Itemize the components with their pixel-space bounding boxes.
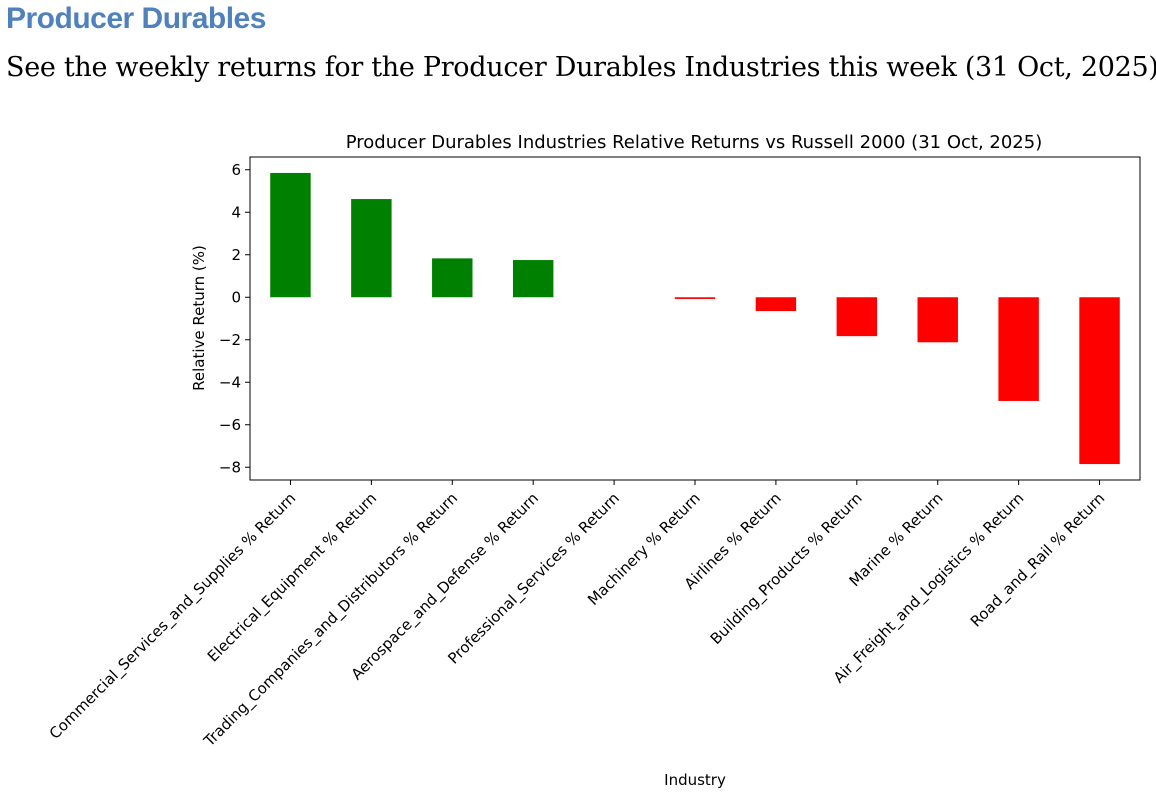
x-tick-label: Road_and_Rail % Return — [967, 489, 1109, 631]
bar-3 — [512, 260, 554, 298]
y-tick-label: 4 — [231, 203, 241, 221]
bar-6 — [755, 297, 797, 312]
chart-title: Producer Durables Industries Relative Re… — [346, 132, 1042, 153]
y-axis-label: Relative Return (%) — [190, 245, 208, 391]
section-heading: Producer Durables — [6, 2, 266, 35]
bar-5 — [674, 297, 716, 299]
bar-9 — [998, 297, 1039, 401]
bar-10 — [1079, 297, 1120, 465]
bar-8 — [917, 297, 958, 343]
y-tick-label: 2 — [231, 246, 241, 264]
bar-2 — [432, 258, 473, 298]
x-axis: Commercial_Services_and_Supplies % Retur… — [46, 480, 1109, 751]
y-tick-label: −4 — [219, 373, 241, 391]
y-tick-label: −6 — [219, 416, 241, 434]
bar-0 — [270, 172, 311, 298]
x-tick-label: Professional_Services % Return — [444, 489, 623, 668]
bars-group — [270, 172, 1120, 465]
y-tick-label: −2 — [219, 331, 241, 349]
y-tick-label: 0 — [231, 288, 241, 306]
intro-text: See the weekly returns for the Producer … — [6, 52, 1156, 83]
bar-7 — [836, 297, 878, 337]
y-tick-label: 6 — [231, 161, 241, 179]
bar-1 — [351, 199, 392, 298]
x-tick-label: Electrical_Equipment % Return — [204, 489, 381, 666]
x-axis-label: Industry — [664, 771, 726, 789]
x-tick-label: Building_Products % Return — [707, 489, 867, 649]
y-axis: 6 4 2 0 −2 −4 −6 −8 — [219, 161, 250, 476]
y-tick-label: −8 — [219, 458, 241, 476]
